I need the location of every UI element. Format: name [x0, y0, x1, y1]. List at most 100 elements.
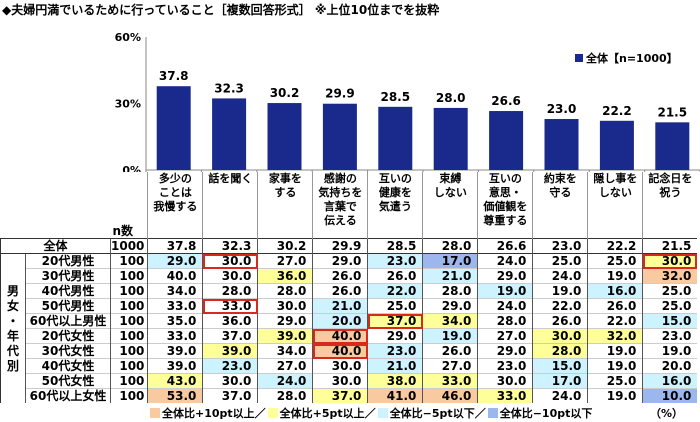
- y-tick-label: 30%: [115, 98, 141, 111]
- n-cell: 100: [109, 358, 148, 374]
- value-cell: 32.0: [642, 268, 698, 284]
- row-label: 60代以上男性: [25, 313, 111, 329]
- value-cell: 33.0: [422, 373, 478, 389]
- row-label: 50代女性: [25, 373, 111, 389]
- value-cell: 10.0: [642, 388, 698, 403]
- value-cell: 19.0: [587, 358, 643, 374]
- color-legend-item: 全体比−5pt以下／: [377, 405, 486, 421]
- value-cell: 34.0: [422, 313, 478, 329]
- value-cell: 19.0: [587, 388, 643, 403]
- value-cell: 39.0: [147, 358, 203, 374]
- bar: [156, 86, 191, 170]
- color-legend-label: 全体比+5pt以上／: [279, 407, 376, 420]
- bar: [599, 120, 634, 170]
- value-cell: 37.8: [147, 238, 203, 254]
- value-cell: 28.0: [257, 283, 313, 299]
- value-cell: 27.0: [477, 328, 533, 344]
- column-header: 多少の ことは 我慢する: [147, 172, 203, 239]
- n-cell: 100: [109, 283, 148, 299]
- legend-swatch: [575, 54, 583, 62]
- value-cell: 19.0: [642, 343, 698, 359]
- value-cell: 27.0: [257, 253, 313, 269]
- value-cell: 29.0: [257, 313, 313, 329]
- bar-chart: 0% 30% 60% 37.8 32.3 30.2 29.9 28.5 28.0 26.6 23.0…: [115, 31, 700, 172]
- row-label: 50代男性: [25, 298, 111, 314]
- row-label: 20代男性: [25, 253, 111, 269]
- value-cell: 16.0: [587, 283, 643, 299]
- bar: [322, 103, 357, 170]
- value-cell: 26.0: [532, 313, 588, 329]
- value-cell: 30.0: [202, 373, 258, 389]
- header-row: n数 多少の ことは 我慢する 話を聞く 家事を する 感謝の 気持ちを 言葉で 伝える…: [1, 172, 698, 239]
- group-label: 男 女 ・ 年 代 別: [0, 253, 26, 403]
- value-cell: 25.0: [587, 253, 643, 269]
- value-cell: 25.0: [532, 253, 588, 269]
- color-legend-label: 全体比−10pt以下: [499, 407, 593, 420]
- column-header: 互いの 意思・ 価値観を 尊重する: [477, 172, 533, 239]
- value-cell: 37.0: [202, 388, 258, 403]
- color-legend-item: 全体比+10pt以上／: [150, 405, 266, 421]
- n-cell: 100: [109, 388, 148, 403]
- table-row: 40代女性 100 39.0 23.0 27.0 30.0 21.0 27.0 23.0 15.0…: [1, 358, 698, 374]
- value-cell: 33.0: [202, 298, 258, 314]
- data-label: 26.6: [491, 94, 521, 108]
- title-text: ◆夫婦円満でいるために行っていること［複数回答形式］: [2, 3, 311, 17]
- bar: [544, 119, 579, 170]
- value-cell: 36.0: [202, 313, 258, 329]
- value-cell: 29.0: [312, 253, 368, 269]
- bar: [433, 107, 468, 170]
- value-cell: 28.0: [422, 238, 478, 254]
- value-cell: 29.0: [477, 343, 533, 359]
- column-header: 隠し事を しない: [587, 172, 643, 239]
- blank-cell: [26, 172, 111, 239]
- value-cell: 22.0: [587, 313, 643, 329]
- value-cell: 29.0: [477, 268, 533, 284]
- data-label: 22.2: [602, 104, 632, 118]
- value-cell: 33.0: [147, 298, 203, 314]
- color-legend-item: 全体比+5pt以上／: [267, 405, 376, 421]
- n-cell: 100: [109, 298, 148, 314]
- bar: [267, 103, 302, 170]
- value-cell: 27.0: [422, 358, 478, 374]
- value-cell: 28.0: [257, 388, 313, 403]
- value-cell: 29.9: [312, 238, 368, 254]
- chart-legend: 全体【n=1000】: [575, 50, 678, 66]
- value-cell: 28.0: [477, 313, 533, 329]
- n-cell: 100: [109, 343, 148, 359]
- subtitle-text: ※上位10位までを抜粋: [314, 3, 440, 17]
- value-cell: 24.0: [532, 268, 588, 284]
- column-header: 束縛 しない: [422, 172, 478, 239]
- value-cell: 29.0: [422, 298, 478, 314]
- column-header: 記念日を 祝う: [642, 172, 698, 239]
- value-cell: 26.0: [587, 298, 643, 314]
- value-cell: 32.0: [587, 328, 643, 344]
- table-row: 全体 1000 37.8 32.3 30.2 29.9 28.5 28.0 26.6 23.0 22…: [0, 238, 698, 254]
- value-cell: 21.0: [312, 298, 368, 314]
- value-cell: 24.0: [477, 253, 533, 269]
- value-cell: 28.0: [532, 343, 588, 359]
- color-legend-label: 全体比−5pt以下／: [389, 407, 486, 420]
- n-cell: 100: [109, 373, 148, 389]
- color-swatch: [487, 408, 498, 418]
- y-tick-label: 0%: [122, 164, 141, 172]
- bar: [489, 111, 524, 170]
- column-header: 家事を する: [257, 172, 313, 239]
- row-label: 40代男性: [25, 283, 111, 299]
- table-row: 30代女性 100 39.0 39.0 34.0 40.0 23.0 26.0 29.0 28.0…: [1, 343, 698, 359]
- value-cell: 19.0: [587, 343, 643, 359]
- row-label: 30代男性: [25, 268, 111, 284]
- value-cell: 27.0: [257, 358, 313, 374]
- row-label: 60代以上女性: [25, 388, 111, 403]
- value-cell: 21.0: [422, 268, 478, 284]
- value-cell: 26.0: [312, 268, 368, 284]
- value-cell: 16.0: [642, 373, 698, 389]
- n-cell: 1000: [109, 238, 148, 254]
- data-label: 30.2: [270, 86, 300, 100]
- color-legend: 全体比+10pt以上／ 全体比+5pt以上／ 全体比−5pt以下／ 全体比−10pt以…: [150, 405, 592, 421]
- value-cell: 23.0: [477, 358, 533, 374]
- data-label: 28.5: [380, 90, 410, 104]
- table-row: 20代女性 100 33.0 37.0 39.0 40.0 29.0 19.0 27.0 30.0…: [1, 328, 698, 344]
- table-row: 40代男性 100 34.0 28.0 28.0 26.0 22.0 28.0 19.0 19.0…: [1, 283, 698, 299]
- value-cell: 26.0: [422, 343, 478, 359]
- value-cell: 33.0: [147, 328, 203, 344]
